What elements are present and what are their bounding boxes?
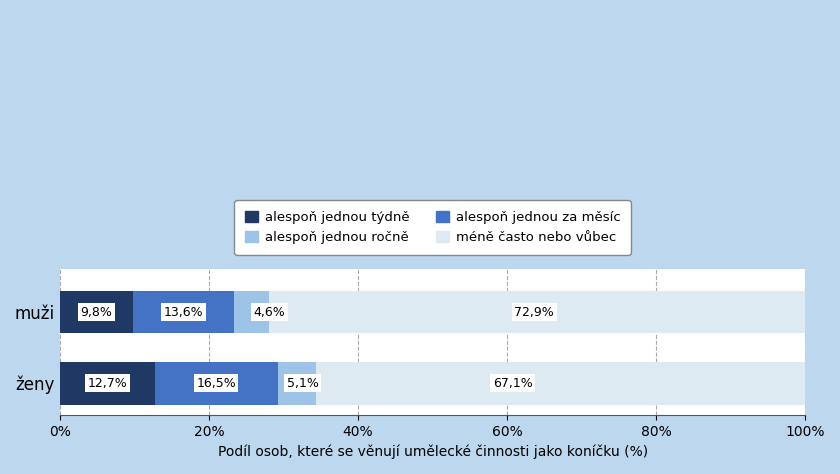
Text: 72,9%: 72,9%	[514, 306, 554, 319]
Bar	[277, 362, 316, 404]
Bar	[133, 291, 234, 333]
Text: 9,8%: 9,8%	[81, 306, 113, 319]
Legend: alespoň jednou týdně, alespoň jednou ročně, alespoň jednou za měsíc, méně často : alespoň jednou týdně, alespoň jednou roč…	[234, 200, 631, 255]
Bar	[316, 362, 816, 404]
Text: 67,1%: 67,1%	[493, 377, 533, 390]
Text: 12,7%: 12,7%	[87, 377, 127, 390]
Bar	[60, 291, 133, 333]
Bar	[60, 362, 155, 404]
X-axis label: Podíl osob, které se věnují umělecké činnosti jako koníčku (%): Podíl osob, které se věnují umělecké čin…	[218, 445, 648, 459]
Bar	[155, 362, 277, 404]
Text: 16,5%: 16,5%	[197, 377, 236, 390]
Bar	[234, 291, 269, 333]
Text: 5,1%: 5,1%	[286, 377, 318, 390]
Text: 13,6%: 13,6%	[164, 306, 203, 319]
Bar	[269, 291, 812, 333]
Text: 4,6%: 4,6%	[254, 306, 286, 319]
